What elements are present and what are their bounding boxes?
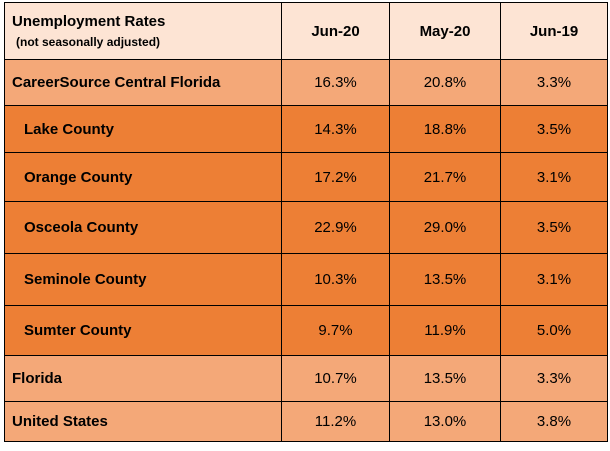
- table-row-osceola-county: Osceola County 22.9% 29.0% 3.5%: [4, 201, 608, 254]
- table-row-seminole-county: Seminole County 10.3% 13.5% 3.1%: [4, 253, 608, 306]
- value-cell: 10.3%: [281, 253, 390, 306]
- table-row-sumter-county: Sumter County 9.7% 11.9% 5.0%: [4, 305, 608, 356]
- table-row-lake-county: Lake County 14.3% 18.8% 3.5%: [4, 105, 608, 153]
- table-header-row: Unemployment Rates (not seasonally adjus…: [4, 2, 608, 60]
- value-cell: 22.9%: [281, 201, 390, 254]
- table-row-orange-county: Orange County 17.2% 21.7% 3.1%: [4, 152, 608, 202]
- value-cell: 9.7%: [281, 305, 390, 356]
- value-cell: 5.0%: [500, 305, 608, 356]
- row-label: United States: [4, 401, 282, 442]
- table-subtitle: (not seasonally adjusted): [16, 35, 161, 49]
- column-header-may-20: May-20: [389, 2, 501, 60]
- value-cell: 20.8%: [389, 59, 501, 106]
- row-label: Lake County: [4, 105, 282, 153]
- row-label: Orange County: [4, 152, 282, 202]
- value-cell: 3.3%: [500, 59, 608, 106]
- value-cell: 16.3%: [281, 59, 390, 106]
- value-cell: 3.5%: [500, 105, 608, 153]
- row-label: CareerSource Central Florida: [4, 59, 282, 106]
- row-label: Sumter County: [4, 305, 282, 356]
- value-cell: 11.9%: [389, 305, 501, 356]
- row-label: Osceola County: [4, 201, 282, 254]
- value-cell: 3.5%: [500, 201, 608, 254]
- column-header-jun-19: Jun-19: [500, 2, 608, 60]
- value-cell: 14.3%: [281, 105, 390, 153]
- value-cell: 29.0%: [389, 201, 501, 254]
- column-header-jun-20: Jun-20: [281, 2, 390, 60]
- value-cell: 13.0%: [389, 401, 501, 442]
- value-cell: 3.1%: [500, 253, 608, 306]
- value-cell: 18.8%: [389, 105, 501, 153]
- value-cell: 10.7%: [281, 355, 390, 402]
- row-label: Florida: [4, 355, 282, 402]
- value-cell: 3.8%: [500, 401, 608, 442]
- value-cell: 13.5%: [389, 355, 501, 402]
- value-cell: 21.7%: [389, 152, 501, 202]
- value-cell: 3.3%: [500, 355, 608, 402]
- header-title-cell: Unemployment Rates (not seasonally adjus…: [4, 2, 282, 60]
- value-cell: 13.5%: [389, 253, 501, 306]
- table-row-united-states: United States 11.2% 13.0% 3.8%: [4, 401, 608, 442]
- row-label: Seminole County: [4, 253, 282, 306]
- value-cell: 11.2%: [281, 401, 390, 442]
- value-cell: 3.1%: [500, 152, 608, 202]
- table-row-careersource-central-florida: CareerSource Central Florida 16.3% 20.8%…: [4, 59, 608, 106]
- table-row-florida: Florida 10.7% 13.5% 3.3%: [4, 355, 608, 402]
- table-title: Unemployment Rates: [12, 13, 166, 30]
- unemployment-rates-table: Unemployment Rates (not seasonally adjus…: [4, 2, 608, 442]
- value-cell: 17.2%: [281, 152, 390, 202]
- unemployment-table-container: Unemployment Rates (not seasonally adjus…: [4, 2, 608, 442]
